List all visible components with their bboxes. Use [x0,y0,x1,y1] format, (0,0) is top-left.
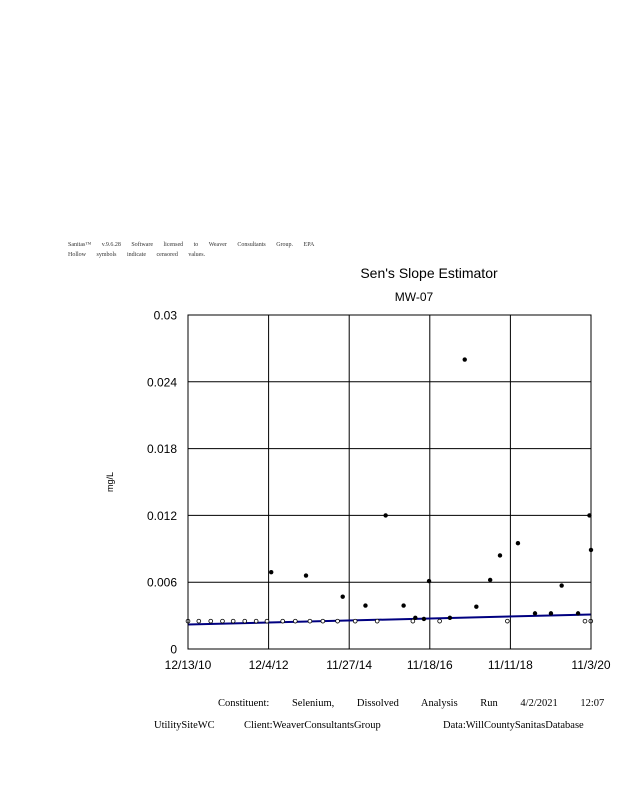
license-text: Sanitas™ v.9.6.28 Software licensed to W… [68,242,315,248]
censored-data-point [307,618,313,624]
censored-data-point [437,618,442,624]
data-point [363,603,368,608]
data-point [426,578,432,584]
x-tick-label: 11/11/18 [488,658,533,672]
censored-data-point [582,618,588,624]
x-tick-label: 12/4/12 [249,658,289,672]
constituent-info: Constituent: Selenium, Dissolved Analysi… [218,698,618,709]
x-tick-label: 11/27/14 [326,658,372,672]
censored-data-point [374,618,380,624]
chart-subtitle: MW-07 [395,290,434,304]
censored-data-point [280,618,285,624]
plot-frame [187,314,592,650]
x-tick-label: 12/13/10 [165,658,212,672]
data-points [185,357,594,624]
x-tick-label: 11/18/16 [407,658,453,672]
data-point [497,553,503,558]
censored-data-point [264,618,270,624]
data-point [559,583,564,588]
censored-data-point [410,618,416,624]
data-point [401,603,406,608]
data-source: Data:WillCountySanitasDatabase [443,720,584,731]
data-point [515,541,521,546]
censored-data-point [293,618,298,624]
x-tick-labels: 12/13/10 12/4/12 11/27/14 11/18/16 11/11/18 1… [165,658,611,672]
data-point [532,611,538,616]
censored-data-point [220,618,225,624]
data-point [487,577,493,583]
y-tick-labels: 0 0.006 0.012 0.018 0.024 0.03 [147,309,177,657]
censored-data-point [320,618,326,624]
censored-data-point [335,618,340,624]
censored-data-point [352,618,358,624]
data-point [474,604,479,609]
y-tick-label: 0 [170,643,177,657]
data-point [575,611,581,616]
data-point [548,611,554,616]
site-name: UtilitySiteWC [154,720,215,731]
plot-grid [188,315,591,649]
data-point [340,594,345,599]
y-axis-label: mg/L [105,472,115,492]
data-point [462,357,467,362]
data-point [421,616,427,622]
censored-data-point [208,618,214,624]
censored-data-point [253,618,259,624]
censored-data-point [505,618,510,624]
data-point [383,513,388,518]
y-tick-label: 0.03 [154,309,178,323]
y-tick-label: 0.012 [147,509,177,523]
y-tick-label: 0.024 [147,375,177,389]
chart-title: Sen's Slope Estimator [360,265,498,281]
y-tick-label: 0.018 [147,442,177,456]
y-tick-label: 0.006 [147,576,177,590]
data-point [269,569,274,575]
censored-data-point [230,618,236,624]
client-name: Client:WeaverConsultantsGroup [244,720,381,731]
x-tick-label: 11/3/20 [571,658,610,672]
trend-line-layer [187,613,592,626]
censored-data-point [196,618,202,624]
data-point [413,615,418,621]
censored-note: Hollow symbols indicate censored values. [68,252,206,258]
data-point [303,573,309,578]
censored-data-point [242,618,248,624]
data-point [447,615,453,621]
sens-slope-trend-line [187,613,592,626]
